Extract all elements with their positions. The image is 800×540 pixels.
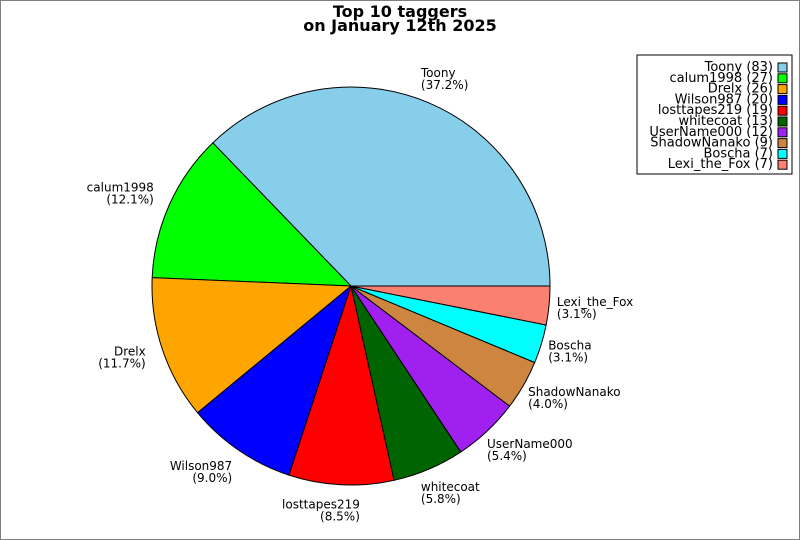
slice-percent-toony: (37.2%) xyxy=(421,78,468,92)
legend-label-boscha: Boscha (7) xyxy=(703,146,773,161)
pie-slices xyxy=(151,86,551,486)
legend-swatch-whitecoat xyxy=(777,116,788,127)
legend-label-drelx: Drelx (26) xyxy=(708,82,773,97)
legend-label-lexi-the-fox: Lexi_the_Fox (7) xyxy=(668,157,773,172)
legend-label-calum1998: calum1998 (27) xyxy=(669,71,773,86)
legend-swatch-calum1998 xyxy=(777,73,788,84)
legend-swatch-toony xyxy=(777,62,788,73)
pie-slice-calum1998 xyxy=(151,142,352,287)
slice-label-wilson987: Wilson987 xyxy=(170,459,232,473)
pie-slice-wilson987 xyxy=(197,285,352,476)
slice-percent-boscha: (3.1%) xyxy=(548,351,588,365)
slice-label-drelx: Drelx xyxy=(114,345,146,359)
legend-label-wilson987: Wilson987 (20) xyxy=(675,92,773,107)
slice-label-toony: Toony xyxy=(420,66,456,80)
legend-swatch-lexi-the-fox xyxy=(777,159,788,170)
legend-box xyxy=(636,54,793,175)
slice-label-whitecoat: whitecoat xyxy=(421,480,480,494)
chart-title: Top 10 taggers xyxy=(333,2,467,21)
slice-percent-username000: (5.4%) xyxy=(487,449,527,463)
legend-label-toony: Toony (83) xyxy=(704,60,773,75)
legend-swatch-shadownanako xyxy=(777,138,788,149)
slice-labels: Toony(37.2%) calum1998(12.1%) Drelx(11.7%)… xyxy=(87,66,634,524)
slice-label-losttapes219: losttapes219 xyxy=(282,498,360,512)
slice-percent-shadownanako: (4.0%) xyxy=(528,397,568,411)
chart-subtitle: on January 12th 2025 xyxy=(303,16,497,35)
pie-slice-lexi-the-fox xyxy=(350,285,551,326)
pie-slice-toony xyxy=(212,86,551,287)
pie-slice-drelx xyxy=(151,277,352,414)
slice-label-username000: UserName000 xyxy=(487,437,573,451)
slice-label-shadownanako: ShadowNanako xyxy=(528,385,621,399)
pie-slice-losttapes219 xyxy=(288,285,395,486)
legend-label-losttapes219: losttapes219 (19) xyxy=(658,103,773,118)
legend-label-shadownanako: ShadowNanako (9) xyxy=(650,136,773,151)
legend-label-username000: UserName000 (12) xyxy=(649,125,773,140)
legend-swatch-drelx xyxy=(777,84,788,95)
slice-label-lexi-the-fox: Lexi_the_Fox xyxy=(557,295,633,309)
slice-percent-whitecoat: (5.8%) xyxy=(421,492,461,506)
slice-label-boscha: Boscha xyxy=(548,339,591,353)
legend-swatch-boscha xyxy=(777,148,788,159)
slice-percent-lexi-the-fox: (3.1%) xyxy=(557,307,597,321)
slice-percent-calum1998: (12.1%) xyxy=(106,193,153,207)
legend-swatch-wilson987 xyxy=(777,94,788,105)
legend-label-whitecoat: whitecoat (13) xyxy=(678,114,773,129)
legend: Toony (83)calum1998 (27)Drelx (26)Wilson… xyxy=(636,54,793,175)
slice-label-calum1998: calum1998 xyxy=(87,181,154,195)
slice-percent-losttapes219: (8.5%) xyxy=(320,510,360,524)
legend-swatch-losttapes219 xyxy=(777,105,788,116)
slice-percent-wilson987: (9.0%) xyxy=(192,471,232,485)
legend-swatch-username000 xyxy=(777,127,788,138)
slice-percent-drelx: (11.7%) xyxy=(98,357,145,371)
